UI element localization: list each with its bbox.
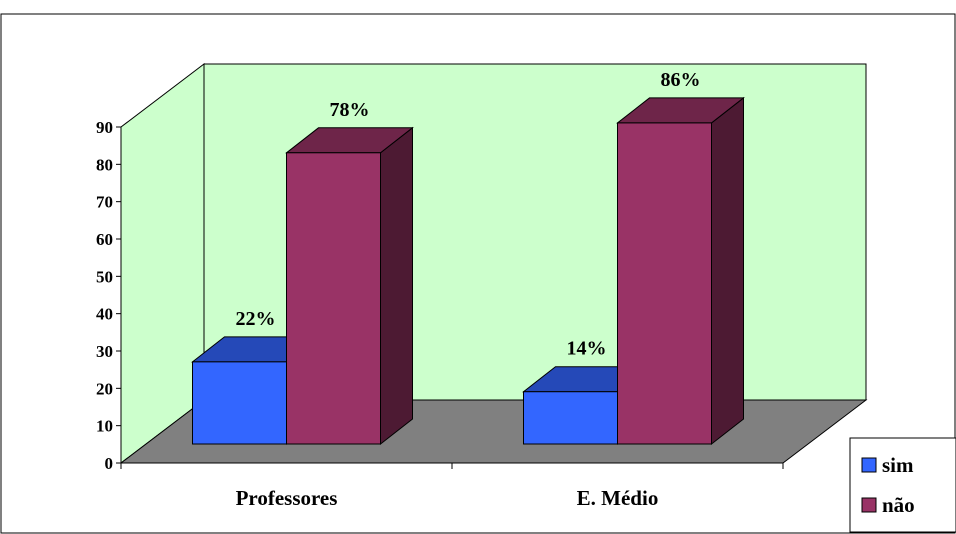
- y-tick-label: 40: [96, 305, 113, 324]
- bar-side: [380, 126, 413, 446]
- side-wall: [120, 62, 205, 465]
- bar-front: [617, 122, 712, 445]
- data-label: 78%: [330, 99, 370, 121]
- y-tick-label: 70: [96, 193, 113, 212]
- y-axis: 0 10 20 30 40 50 60 70 80 90: [96, 118, 122, 473]
- bar-front: [192, 361, 287, 445]
- bar-front: [286, 152, 381, 445]
- y-tick-label: 30: [96, 342, 113, 361]
- legend-swatch-não: [861, 497, 877, 513]
- y-tick-label: 90: [96, 118, 113, 137]
- bar-side: [711, 96, 744, 446]
- bars: [191, 96, 745, 446]
- y-tick-label: 10: [96, 417, 113, 436]
- data-labels: 22% 78% 14% 86%: [236, 69, 701, 360]
- data-label: 14%: [567, 338, 607, 360]
- legend: sim não: [849, 437, 956, 533]
- y-tick-label: 20: [96, 379, 113, 398]
- bar-não-0: [285, 126, 414, 446]
- data-label: 86%: [661, 69, 701, 91]
- legend-swatch-sim: [861, 457, 877, 473]
- category-label: Professores: [236, 486, 338, 510]
- y-tick-label: 80: [96, 155, 113, 174]
- legend-label-não: não: [882, 493, 915, 517]
- bar-não-1: [616, 96, 745, 446]
- y-tick-label: 50: [96, 267, 113, 286]
- legend-label-sim: sim: [882, 453, 914, 477]
- bar-front: [523, 391, 618, 445]
- data-label: 22%: [236, 308, 276, 330]
- x-axis: Professores E. Médio: [120, 462, 784, 510]
- legend-box: [849, 437, 956, 533]
- y-tick-label: 60: [96, 230, 113, 249]
- category-label: E. Médio: [577, 486, 659, 510]
- y-tick-label: 0: [105, 454, 114, 473]
